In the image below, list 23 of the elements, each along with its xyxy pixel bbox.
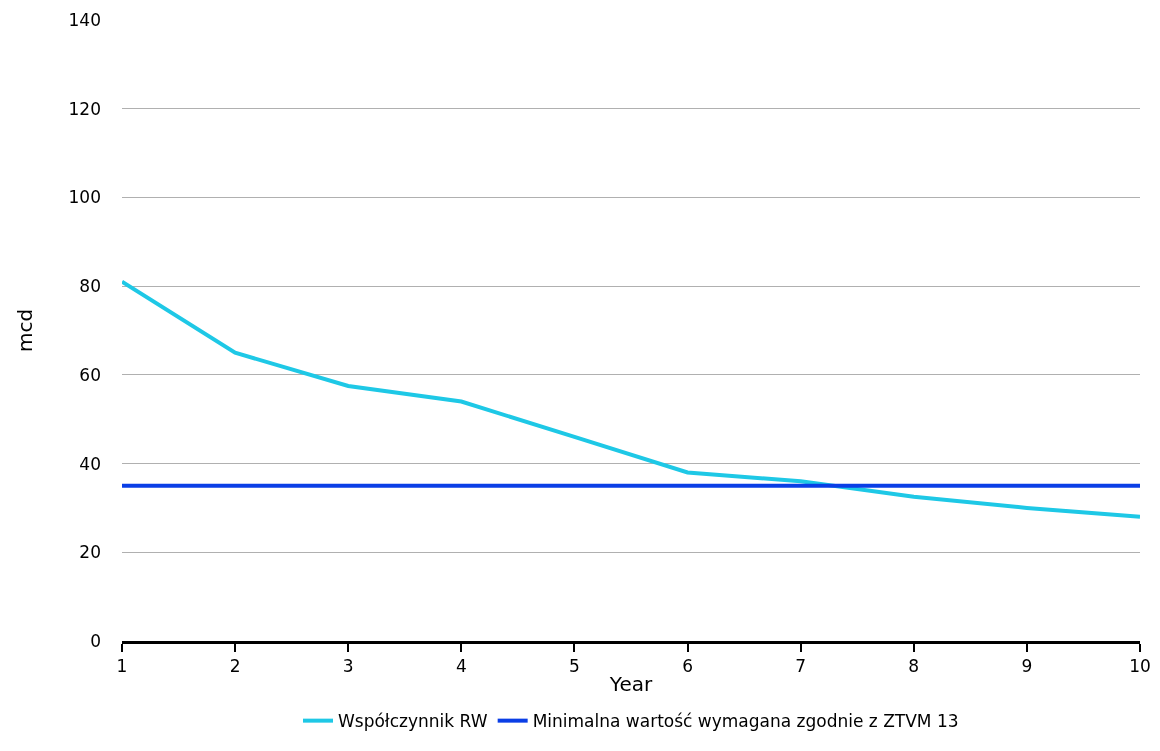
x-axis-title: Year xyxy=(608,671,653,696)
x-tick-label: 4 xyxy=(455,656,467,677)
x-tick-label: 5 xyxy=(569,656,580,677)
y-tick-label: 20 xyxy=(79,542,101,563)
y-tick-label: 140 xyxy=(68,9,101,30)
x-tick-label: 2 xyxy=(229,656,241,677)
legend-label: Współczynnik RW xyxy=(338,711,488,732)
legend-label: Minimalna wartość wymagana zgodnie z ZTVM 13 xyxy=(532,711,959,732)
y-tick-label: 120 xyxy=(68,98,101,119)
line-series xyxy=(122,279,1140,519)
y-axis-title: mcd xyxy=(13,308,38,353)
x-tick-label: 10 xyxy=(1129,656,1151,677)
x-tick-label: 1 xyxy=(116,656,128,677)
y-tick-label: 100 xyxy=(68,187,101,208)
x-tick-label: 3 xyxy=(342,656,354,677)
y-tick-label: 60 xyxy=(79,364,101,385)
y-tick-label: 40 xyxy=(79,453,101,474)
x-tick-label: 7 xyxy=(795,656,807,677)
y-tick-label: 80 xyxy=(79,276,101,297)
x-tick-label: 6 xyxy=(682,656,693,677)
x-tick-label: 8 xyxy=(908,656,920,677)
y-tick-label: 0 xyxy=(90,630,101,651)
x-tick-label: 9 xyxy=(1021,656,1033,677)
